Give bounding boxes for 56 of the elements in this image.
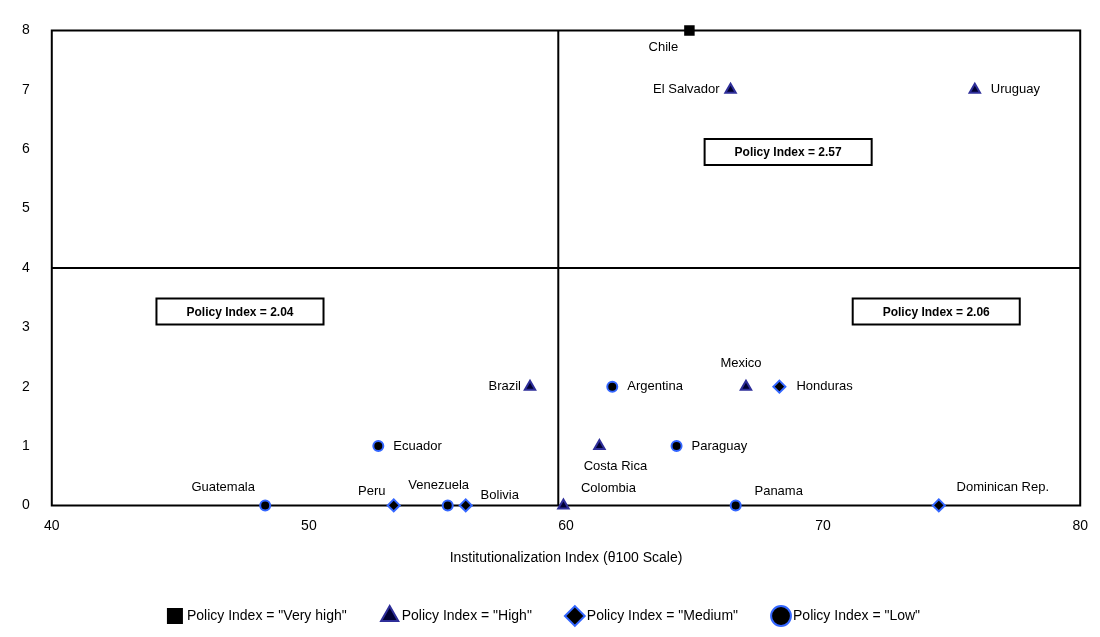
point <box>458 498 473 513</box>
annotation: Ecuador <box>393 437 443 453</box>
point <box>557 498 570 510</box>
annotation: Paraguay <box>691 437 748 453</box>
legend-label: Policy Index = "Medium" <box>586 606 739 623</box>
annotation: Brazil <box>488 378 522 394</box>
point <box>259 499 272 512</box>
annotation: Policy Index = 2.04 <box>186 304 294 319</box>
annotation: Bolivia <box>480 486 520 502</box>
point <box>739 379 753 391</box>
y-tick-label: 2 <box>21 377 30 394</box>
y-tick-label: 7 <box>21 80 30 97</box>
annotation: Costa Rica <box>583 457 648 473</box>
x-tick-label: 80 <box>1072 516 1089 533</box>
y-tick-label: 5 <box>21 199 30 216</box>
point <box>606 380 619 393</box>
point <box>729 499 742 512</box>
annotation: El Salvador <box>653 81 721 97</box>
annotation: Mexico <box>720 355 762 371</box>
point <box>931 498 946 513</box>
annotation: Argentina <box>627 378 684 394</box>
annotation: Guatemala <box>191 478 256 494</box>
y-tick-label: 0 <box>21 496 30 513</box>
x-tick-label: 40 <box>44 516 60 533</box>
legend-label: Policy Index = "Very high" <box>186 606 347 623</box>
point <box>441 499 454 512</box>
annotation: Policy Index = 2.06 <box>882 304 991 319</box>
point <box>684 25 695 36</box>
point <box>968 82 981 94</box>
annotation: Dominican Rep. <box>956 478 1050 494</box>
point <box>386 498 401 513</box>
point <box>772 379 787 394</box>
annotation: Policy Index = 2.57 <box>734 145 842 160</box>
y-tick-label: 8 <box>21 21 30 38</box>
x-tick-label: 60 <box>558 516 574 533</box>
y-tick-label: 1 <box>21 436 30 453</box>
annotation: Honduras <box>796 378 854 394</box>
point <box>372 440 385 453</box>
point <box>593 439 606 451</box>
x-tick-label: 50 <box>301 516 317 533</box>
point <box>670 440 683 453</box>
point <box>724 82 737 94</box>
y-tick-label: 6 <box>21 140 30 157</box>
y-tick-label: 3 <box>21 318 30 335</box>
annotation: Colombia <box>580 479 637 495</box>
annotation: Peru <box>358 482 386 498</box>
y-tick-label: 4 <box>21 258 30 275</box>
x-tick-label: 70 <box>815 516 832 533</box>
legend-label: Policy Index = "Low" <box>793 606 921 623</box>
x-axis-title: Institutionalization Index (θ100 Scale) <box>449 549 683 566</box>
legend-label: Policy Index = "High" <box>401 606 532 623</box>
point <box>523 379 537 391</box>
annotation: Venezuela <box>408 476 470 492</box>
annotation: Panama <box>754 482 804 498</box>
annotation: Uruguay <box>990 81 1041 97</box>
annotation: Chile <box>648 38 679 54</box>
